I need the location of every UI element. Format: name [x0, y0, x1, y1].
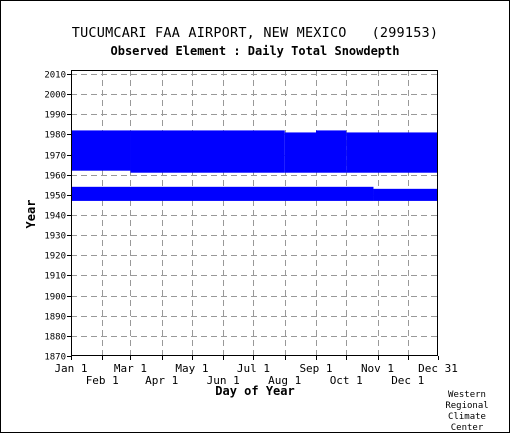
data-block: [284, 132, 317, 173]
x-axis-label: Day of Year: [215, 384, 294, 398]
y-tick-label: 1880: [44, 333, 66, 343]
y-tick-label: 1980: [44, 131, 66, 141]
y-tick-label: 1970: [44, 152, 66, 162]
x-tick-label: May 1: [175, 362, 208, 375]
x-tick-label: Apr 1: [145, 374, 178, 387]
data-block: [130, 130, 285, 173]
x-tick-label: Dec 1: [391, 374, 424, 387]
y-tick-label: 1920: [44, 252, 66, 262]
y-tick-label: 1940: [44, 212, 66, 222]
y-tick-label: 1990: [44, 111, 66, 121]
chart-subtitle: Observed Element : Daily Total Snowdepth: [110, 44, 400, 58]
x-tick-label: Feb 1: [86, 374, 119, 387]
y-tick-label: 1930: [44, 232, 66, 242]
x-tick-label: Nov 1: [361, 362, 394, 375]
y-tick-label: 1870: [44, 353, 66, 363]
x-tick-label: Mar 1: [114, 362, 147, 375]
credit-line: Climate: [448, 412, 486, 422]
data-block: [71, 186, 374, 201]
y-tick-label: 1900: [44, 293, 66, 303]
data-block: [71, 130, 131, 171]
y-tick-label: 1890: [44, 313, 66, 323]
x-tick-label: Dec 31: [418, 362, 458, 375]
y-tick-label: 1960: [44, 172, 66, 182]
credit-line: Center: [450, 423, 484, 433]
x-tick-label: Sep 1: [299, 362, 332, 375]
x-tick-label: Jul 1: [237, 362, 270, 375]
plot-area: [71, 70, 438, 356]
data-block: [316, 130, 347, 173]
y-axis-label: Year: [24, 200, 38, 229]
x-tick-label: Jan 1: [54, 362, 87, 375]
plot-border: [71, 70, 438, 356]
credit-line: Western: [448, 390, 486, 400]
y-tick-label: 2010: [44, 71, 66, 81]
chart-title: TUCUMCARI FAA AIRPORT, NEW MEXICO (29915…: [71, 25, 439, 41]
y-tick-label: 1910: [44, 272, 66, 282]
x-tick-label: Jun 1: [207, 374, 240, 387]
data-block: [346, 132, 438, 173]
credit-line: Regional: [445, 401, 489, 411]
y-tick-label: 2000: [44, 91, 66, 101]
x-tick-label: Oct 1: [330, 374, 363, 387]
data-block: [373, 188, 438, 201]
y-tick-label: 1950: [44, 192, 66, 202]
wrcc-credit: Western Regional Climate Center: [437, 390, 497, 434]
x-tick-label: Aug 1: [268, 374, 301, 387]
